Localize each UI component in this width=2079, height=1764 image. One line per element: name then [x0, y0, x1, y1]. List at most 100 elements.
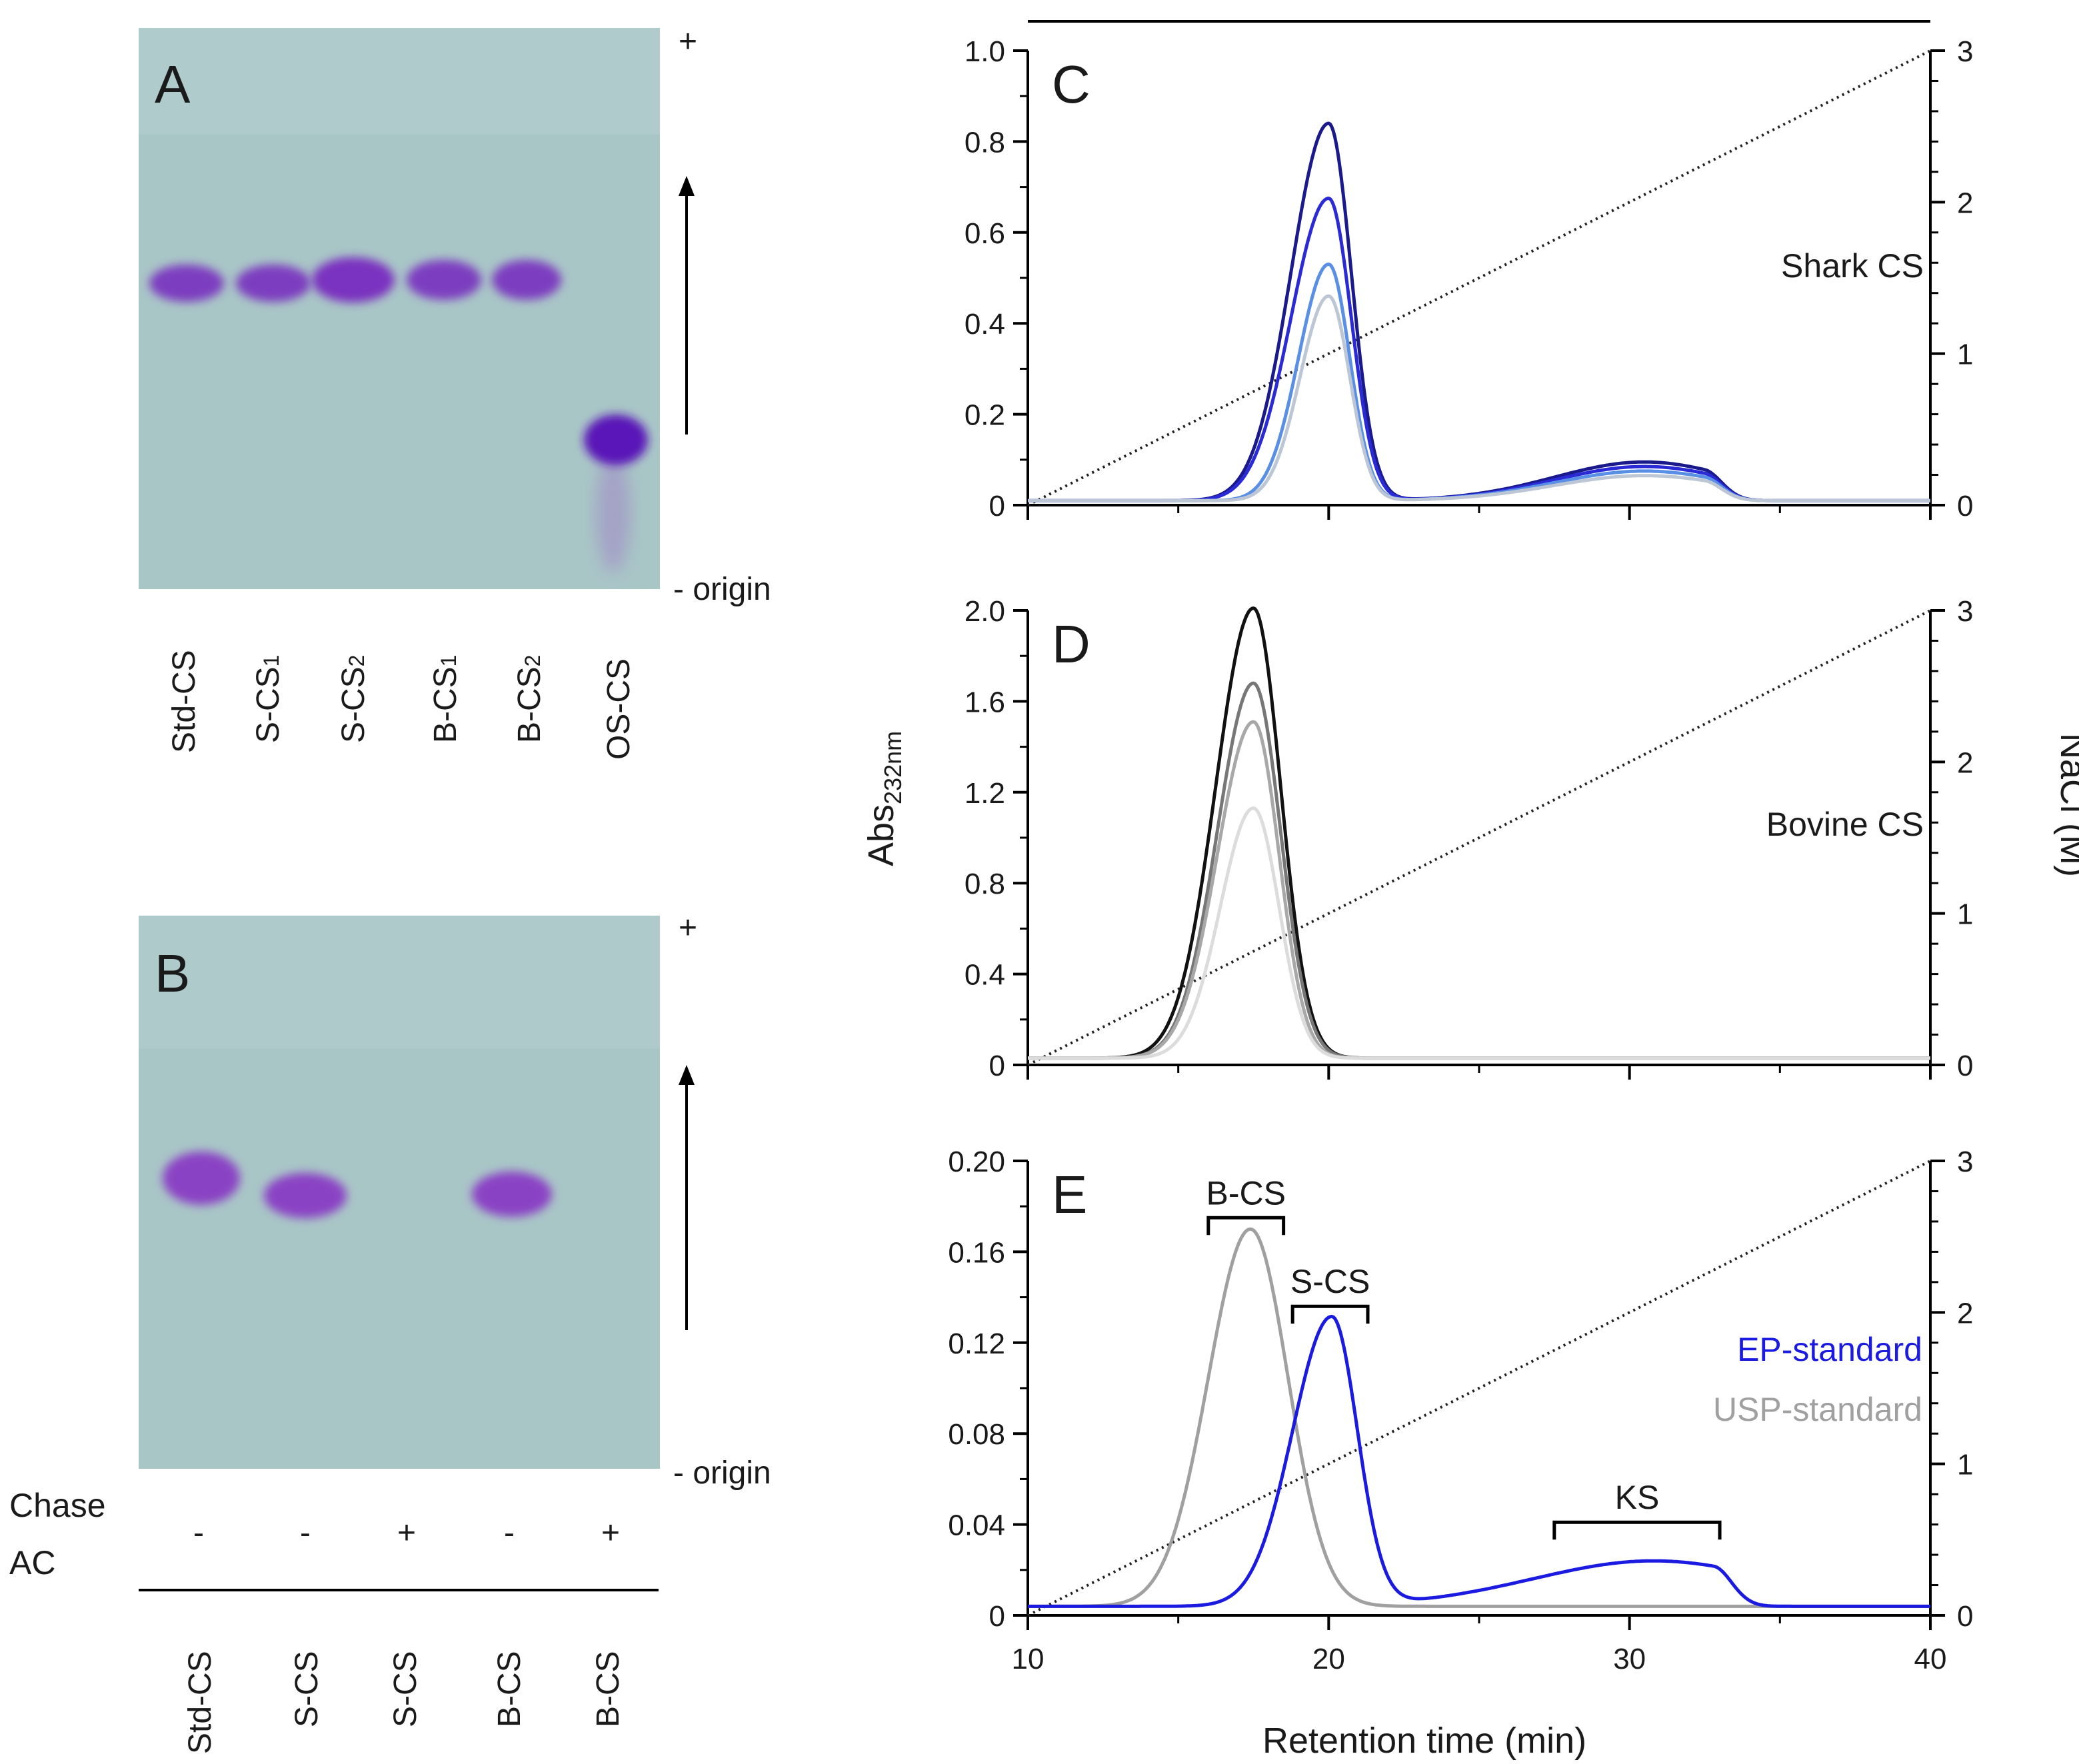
chart-d-y-tick-label: 0.4	[965, 959, 1005, 992]
gel-a-band-b-cs1	[407, 260, 481, 300]
chart-d-y-tick-label: 2.0	[965, 595, 1005, 628]
chart-d-panel: 0 0.4 0.8 1.2 1.6 2.0 0 1 2 3 D Bovine CS	[965, 595, 1974, 1082]
chart-c-y-tick-label: 0.8	[965, 126, 1005, 159]
chart-e-y-tick-label: 0.04	[948, 1509, 1005, 1542]
gel-a-lane-label: S-CS1	[251, 655, 286, 743]
chart-c-panel-letter: C	[1052, 55, 1090, 114]
gel-b-lane-label: S-CS	[388, 1651, 423, 1727]
chart-d-panel-letter: D	[1052, 614, 1090, 674]
chart-d-nacl-gradient-line	[1027, 609, 1931, 1066]
chart-d-y2-tick-label: 0	[1957, 1050, 1973, 1082]
gel-b-origin: - origin	[673, 1455, 771, 1491]
gel-b-lane-label: S-CS	[289, 1651, 325, 1727]
y-axis-title: Abs232nm	[861, 731, 907, 866]
chart-c-y2-tick-label: 2	[1957, 187, 1973, 219]
gel-a-lane-label: OS-CS	[601, 658, 637, 760]
gel-a-band-s-cs1	[236, 265, 311, 302]
chart-c-y-tick-label: 0.2	[965, 399, 1005, 432]
chart-d-title: Bovine CS	[1766, 806, 1924, 843]
gel-b-sign: +	[397, 1515, 416, 1551]
chart-e-series-line	[1027, 1314, 1931, 1608]
chart-c-series-line	[1027, 294, 1931, 502]
gel-b-lane-label: Std-CS	[183, 1651, 218, 1754]
gel-a-lane-label: Std-CS	[167, 650, 202, 753]
chart-e-y-tick-label: 0	[989, 1600, 1005, 1633]
gel-a-lane-label: B-CS2	[512, 655, 547, 743]
chart-d-y2-tick-label: 2	[1957, 746, 1973, 779]
chart-c-y-tick-label: 0.4	[965, 308, 1005, 341]
gel-a-arrowhead	[679, 176, 695, 196]
chart-c-y2-tick-label: 3	[1957, 35, 1973, 68]
chart-d-y-tick-label: 1.6	[965, 686, 1005, 718]
chart-d-y-tick-label: 1.2	[965, 777, 1005, 810]
chart-d-y2-tick-label: 1	[1957, 898, 1973, 931]
gel-b-plus: +	[679, 910, 697, 946]
gel-b-row-label-ac: AC	[9, 1544, 55, 1581]
chart-e-x-tick-label: 10	[1012, 1643, 1044, 1675]
gel-b-band-s-cs	[264, 1173, 347, 1218]
gel-b-arrowhead	[679, 1065, 695, 1085]
chart-e-bracket	[1552, 1520, 1722, 1540]
chart-c-series-line	[1027, 197, 1931, 502]
gel-a-origin: - origin	[673, 572, 771, 607]
chart-e-y-tick-label: 0.08	[948, 1418, 1005, 1451]
chart-e-panel-letter: E	[1052, 1165, 1087, 1224]
chart-d-series-line	[1027, 720, 1931, 1060]
chart-e-x-tick-label: 20	[1312, 1643, 1345, 1675]
chart-e-legend-entry: USP-standard	[1713, 1391, 1922, 1428]
chart-c-series-line	[1027, 121, 1931, 502]
chart-d-y-tick-label: 0.8	[965, 868, 1005, 900]
gel-b-band-std-cs	[163, 1152, 240, 1205]
chart-e-bracket-label: KS	[1615, 1479, 1660, 1516]
chart-c-title: Shark CS	[1781, 247, 1924, 285]
chart-c-y2-tick-label: 0	[1957, 490, 1973, 522]
chart-e-y2-tick-label: 1	[1957, 1449, 1973, 1481]
chart-d-series-line	[1027, 681, 1931, 1060]
chart-e-panel: 0 0.04 0.08 0.12 0.16 0.20 0 1 2 3 10 20 30 40 E EP-sta…	[948, 1146, 1973, 1675]
gel-b-sign: -	[504, 1515, 515, 1551]
gel-b-sign: -	[193, 1515, 204, 1551]
chart-c-y-tick-label: 0	[989, 490, 1005, 522]
chart-c-nacl-gradient-line	[1027, 49, 1931, 506]
gel-b-lane-label: B-CS	[492, 1651, 527, 1727]
gel-a-lane-label: B-CS1	[428, 655, 463, 743]
x-axis-title: Retention time (min)	[1262, 1721, 1586, 1761]
gel-b-band-b-cs	[472, 1172, 552, 1217]
chart-e-y-tick-label: 0.16	[948, 1236, 1005, 1269]
gel-b-sign: +	[601, 1515, 620, 1551]
chart-e-bracket	[1290, 1304, 1370, 1324]
chart-e-bracket-label: S-CS	[1290, 1263, 1370, 1300]
chart-c-y-tick-label: 1.0	[965, 35, 1005, 68]
chart-c-y2-tick-label: 1	[1957, 339, 1973, 371]
chart-e-y-tick-label: 0.20	[948, 1146, 1005, 1178]
chart-e-y-tick-label: 0.12	[948, 1327, 1005, 1360]
chart-e-legend-entry: EP-standard	[1737, 1331, 1922, 1368]
chart-e-y2-tick-label: 3	[1957, 1146, 1973, 1178]
gel-b-sign: -	[300, 1515, 311, 1551]
chart-c-y-tick-label: 0.6	[965, 217, 1005, 250]
gel-a-band-os-cs	[584, 415, 648, 465]
chart-e-bracket	[1206, 1216, 1286, 1236]
gel-b-streak	[139, 916, 660, 1049]
gel-a-band-os-cs-smear	[596, 453, 631, 573]
gel-b-panel: B + - origin Chase AC - - + - + Std-CS S…	[9, 910, 771, 1754]
gel-a-panel: A + - origin Std-CS S-CS1 S-CS2 B-CS1 B-…	[139, 24, 771, 760]
chart-d-y-tick-label: 0	[989, 1050, 1005, 1082]
chart-c-panel: 0 0.2 0.4 0.6 0.8 1.0 0 1 2 3 C Shark CS	[965, 35, 1974, 522]
y2-axis-title: NaCl (M)	[2053, 733, 2079, 877]
chart-e-nacl-gradient-line	[1027, 1160, 1931, 1617]
gel-b-panel-letter: B	[155, 944, 190, 1003]
chart-e-x-tick-label: 40	[1914, 1643, 1947, 1675]
gel-a-band-b-cs2	[492, 260, 561, 300]
gel-a-panel-letter: A	[155, 55, 191, 114]
gel-a-band-std-cs	[149, 265, 224, 302]
chart-e-x-tick-label: 30	[1613, 1643, 1646, 1675]
gel-b-row-label-chase: Chase	[9, 1487, 106, 1524]
chart-d-y2-tick-label: 3	[1957, 595, 1973, 628]
chart-e-y2-tick-label: 2	[1957, 1297, 1973, 1329]
gel-a-lane-label: S-CS2	[336, 655, 371, 743]
gel-b-lane-label: B-CS	[591, 1651, 626, 1727]
chart-e-bracket-label: B-CS	[1206, 1174, 1285, 1212]
chart-d-series-line	[1027, 806, 1931, 1060]
